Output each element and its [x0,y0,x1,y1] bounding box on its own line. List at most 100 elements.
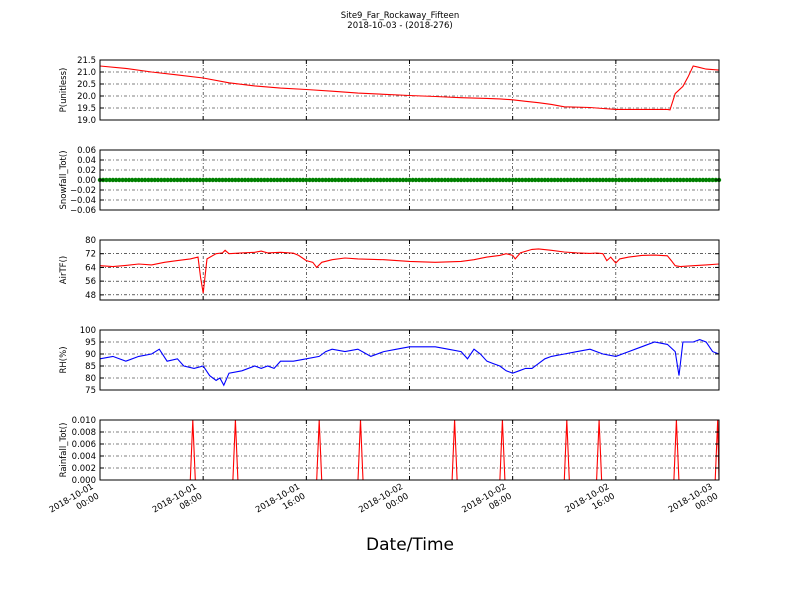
y-tick-label: 56 [85,277,96,287]
series-point [645,177,651,183]
y-tick-label: 21.0 [77,68,96,78]
y-tick-label: 20.0 [77,92,96,102]
series-point [313,177,319,183]
series-point [658,177,664,183]
x-tick-label: 2018-10-0216:00 [564,482,617,525]
series-point [407,177,412,183]
series-point [587,177,593,183]
y-tick-label: 0.06 [77,146,96,156]
x-tick-label: 2018-10-0108:00 [151,482,204,525]
series-point [130,177,135,183]
series-point [358,177,364,183]
series-point [542,177,548,183]
series-point [671,177,677,183]
series-point [510,177,515,183]
series-point [662,177,667,183]
series-point [700,177,706,183]
series-point [333,177,338,183]
y-tick-label: 20.5 [77,80,96,90]
series-point [346,177,351,183]
y-axis-label: RH(%) [59,346,69,373]
series-point [149,177,154,183]
y-tick-label: 0.008 [72,428,96,438]
series-point [707,177,712,183]
y-tick-label: 0.002 [72,464,96,474]
series-point [175,177,180,183]
series-point [642,177,647,183]
series-point [526,177,531,183]
series-point [568,177,573,183]
series-point [481,177,486,183]
y-tick-label: 0.006 [72,440,96,450]
series-point [371,177,377,183]
series-point [317,177,322,183]
series-point [384,177,390,183]
series-point [271,177,277,183]
series-point [104,177,109,183]
x-tick-label: 2018-10-0200:00 [357,482,410,525]
series-point [539,177,544,183]
series-point [626,177,631,183]
panel-3: 80 72 64 56 48 AirTF() [59,236,720,301]
series-point [687,177,693,183]
series-point [691,177,696,183]
series-point [562,177,567,183]
series-point [336,177,341,183]
series-point [123,177,128,183]
series-point [368,177,373,183]
series-point [310,177,315,183]
series-point [694,177,699,183]
series-point [674,177,680,183]
series-point [320,177,325,183]
series-point [291,177,296,183]
series-point [378,177,383,183]
series-point [352,177,357,183]
series-point [323,177,328,183]
series-point [355,177,361,183]
series-point [458,177,464,183]
series-point [284,177,290,183]
series-point [197,177,203,183]
series-point [571,177,577,183]
series-point [281,177,286,183]
series-point [639,177,644,183]
y-tick-label: −0.04 [70,196,96,206]
series-point [555,177,560,183]
panel-1: 19.0 19.5 20.0 20.5 21.0 21.5 P(unitless) [59,56,720,126]
series-point [584,177,589,183]
series-point [307,177,312,183]
panel-5: 0.010 0.008 0.006 0.004 0.002 0.000Rainfall_T… [59,416,720,486]
series-point [465,177,470,183]
x-tick-label: 2018-10-0300:00 [667,482,720,525]
series-point [652,177,657,183]
series-point [404,177,409,183]
series-point [449,177,454,183]
x-tick-label: 2018-10-0116:00 [254,482,307,525]
series-line [99,65,720,111]
series-point [120,177,125,183]
series-point [520,177,525,183]
series-point [394,177,399,183]
series-point [381,177,386,183]
series-point [275,177,280,183]
y-tick-label: 0.04 [77,156,96,166]
series-point [610,177,615,183]
series-point [204,177,209,183]
panels-group: 19.019.520.020.521.021.5P(unitless)0.060… [59,56,722,486]
series-point [455,177,461,183]
y-tick-label: −0.06 [70,206,96,216]
x-tick-label: 2018-10-0100:00 [48,482,101,525]
series-point [452,177,457,183]
series-point [210,177,215,183]
y-tick-label: 64 [85,263,96,273]
y-tick-label: 72 [85,250,96,260]
series-point [113,177,119,183]
series-point [184,177,190,183]
series-point [552,177,557,183]
series-point [529,177,535,183]
series-line [99,339,720,387]
series-point [162,177,167,183]
panel-4: 100 95 90 85 80 75 RH(%) [59,326,720,396]
series-point [168,177,174,183]
series-point [487,177,493,183]
